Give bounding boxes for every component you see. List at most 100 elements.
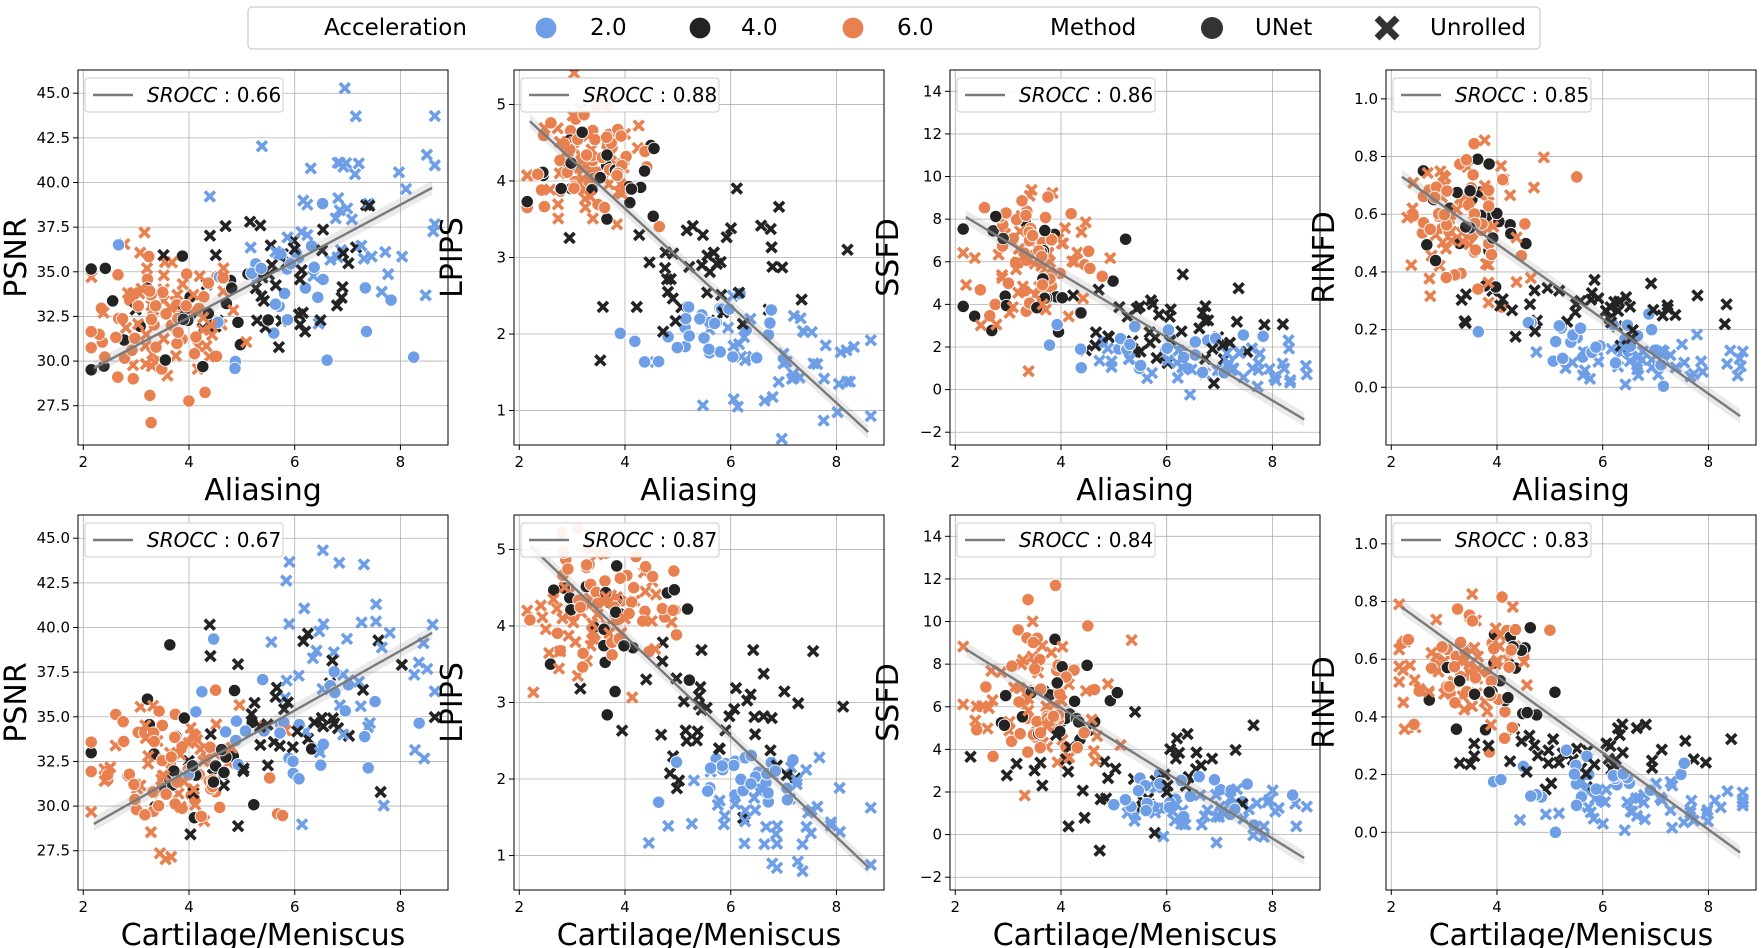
unrolled-point	[718, 809, 732, 823]
unrolled-point	[1061, 765, 1075, 778]
unet-point	[1033, 740, 1047, 755]
unrolled-point	[1075, 225, 1088, 239]
unet-point	[1496, 172, 1510, 187]
unrolled-point	[426, 225, 440, 238]
unet-point	[1435, 640, 1449, 654]
unrolled-point	[778, 685, 791, 698]
unet-point	[956, 299, 970, 314]
unrolled-point	[800, 820, 813, 834]
fit-line	[965, 215, 1305, 421]
unet-point	[679, 312, 693, 326]
y-tick-label: 5	[496, 540, 506, 558]
unrolled-point	[428, 685, 442, 698]
unet-point	[1046, 709, 1061, 724]
unrolled-point	[355, 616, 368, 629]
unrolled-point	[672, 774, 686, 787]
unet-point	[1123, 337, 1137, 352]
unrolled-point	[138, 226, 151, 239]
x-tick-label: 8	[1268, 453, 1278, 471]
fit-line	[529, 544, 869, 868]
unrolled-point	[1494, 159, 1508, 173]
y-tick-label: 4	[496, 172, 506, 190]
unrolled-point	[254, 219, 267, 232]
unrolled-point	[304, 162, 318, 175]
unrolled-point	[1028, 657, 1042, 670]
srocc-label: SROCC : 0.67	[147, 528, 281, 552]
y-tick-label: 30.0	[37, 797, 70, 815]
scatter-points	[84, 544, 442, 866]
unrolled-point	[764, 744, 777, 757]
unrolled-point	[765, 857, 779, 870]
srocc-label: SROCC : 0.84	[1019, 528, 1153, 552]
unet-point	[1080, 658, 1094, 672]
unrolled-point	[547, 592, 560, 606]
x-tick-label: 4	[184, 453, 194, 471]
unet-point	[703, 761, 718, 775]
unet-point	[702, 342, 716, 356]
unet-point	[1449, 722, 1464, 736]
unrolled-point	[1694, 355, 1708, 368]
unet-point	[647, 141, 661, 156]
unrolled-point	[1006, 300, 1020, 314]
unet-point	[189, 705, 203, 719]
unrolled-point	[1457, 703, 1471, 716]
unet-point	[1482, 199, 1496, 213]
unet-point	[979, 680, 993, 694]
unrolled-point	[791, 855, 805, 868]
unrolled-point	[269, 690, 282, 704]
unrolled-point	[1592, 355, 1605, 368]
x-tick-label: 2	[79, 898, 89, 916]
srocc-label: SROCC : 0.86	[1019, 83, 1153, 107]
plot-frame	[949, 69, 1321, 446]
unet-point	[384, 293, 398, 307]
unet-point	[624, 595, 639, 609]
unrolled-point	[419, 289, 432, 302]
unrolled-point	[1456, 235, 1470, 248]
unrolled-point	[791, 697, 805, 710]
unrolled-point	[408, 668, 421, 682]
unet-point	[1107, 798, 1121, 812]
unrolled-point	[288, 242, 301, 256]
unet-point	[1420, 238, 1434, 252]
unet-point	[206, 632, 221, 646]
unrolled-point	[420, 148, 434, 162]
unrolled-point	[1455, 654, 1468, 668]
unrolled-point	[282, 617, 296, 631]
unrolled-point	[301, 627, 315, 640]
unrolled-point	[1617, 341, 1631, 355]
unrolled-point	[1421, 166, 1434, 180]
unrolled-point	[1018, 789, 1032, 802]
unet-point	[1589, 340, 1603, 354]
unet-point	[1285, 788, 1300, 802]
legend-method-unet-label: UNet	[1255, 15, 1312, 41]
unrolled-point	[1599, 304, 1613, 317]
unet-point	[277, 286, 292, 301]
x-tick-label: 4	[1492, 453, 1502, 471]
unrolled-point	[310, 644, 323, 657]
y-tick-label: 0.0	[1354, 823, 1378, 841]
x-tick-label: 8	[1268, 898, 1278, 916]
unet-point	[1549, 334, 1563, 349]
unrolled-point	[1513, 813, 1527, 827]
unet-point	[1643, 783, 1658, 797]
unrolled-point	[1190, 746, 1203, 759]
unrolled-point	[1539, 808, 1553, 821]
unrolled-point	[1423, 272, 1436, 285]
unrolled-point	[1157, 830, 1170, 843]
unet-point	[177, 711, 191, 725]
unrolled-point	[188, 730, 202, 743]
unrolled-point	[660, 273, 674, 286]
unrolled-point	[375, 641, 389, 654]
unrolled-point	[326, 712, 340, 725]
unet-point	[531, 167, 545, 181]
unrolled-point	[1102, 330, 1116, 344]
unrolled-point	[306, 651, 320, 665]
unet-point	[1428, 190, 1442, 204]
unrolled-point	[964, 750, 977, 764]
unrolled-point	[420, 662, 434, 676]
unrolled-point	[333, 204, 347, 217]
unet-point	[1450, 602, 1465, 616]
unet-point	[1240, 777, 1254, 791]
unrolled-point	[374, 785, 387, 799]
